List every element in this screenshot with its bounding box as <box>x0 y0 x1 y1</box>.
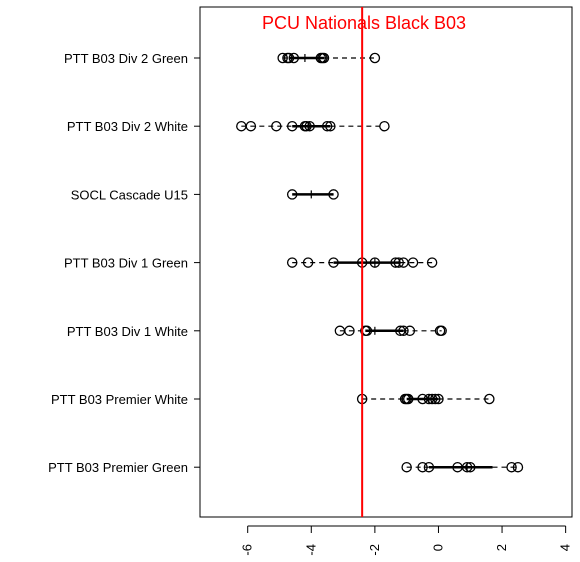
data-point <box>433 393 444 405</box>
data-point <box>423 461 435 473</box>
data-point <box>328 257 339 268</box>
data-point <box>328 189 339 200</box>
data-point <box>407 257 419 268</box>
data-point <box>283 52 295 64</box>
category-labels: PTT B03 Div 2 Green PTT B03 Div 2 White SO… <box>48 51 200 475</box>
data-point <box>484 393 495 405</box>
data-point <box>302 257 314 268</box>
box-group <box>334 325 447 337</box>
box-group <box>401 461 524 473</box>
category-label: PTT B03 Div 1 Green <box>64 256 188 271</box>
category-label: PTT B03 Div 2 White <box>67 119 188 134</box>
x-tick-label: -2 <box>367 544 382 556</box>
x-tick-label: 2 <box>494 544 509 551</box>
data-point <box>344 325 355 337</box>
data-point <box>286 257 298 268</box>
data-point <box>461 461 473 473</box>
x-tick-label: -4 <box>303 544 318 556</box>
data-point <box>321 120 333 132</box>
data-point <box>390 257 401 268</box>
data-point <box>398 325 409 337</box>
data-point <box>379 120 390 132</box>
category-label: PTT B03 Premier White <box>51 392 188 407</box>
x-axis: -6 -4 -2 0 2 4 <box>240 525 573 556</box>
data-point <box>393 257 404 268</box>
data-point <box>325 120 336 132</box>
data-point <box>436 325 447 337</box>
category-label: PTT B03 Div 1 White <box>67 324 188 339</box>
data-point <box>426 257 438 268</box>
x-tick-label: -6 <box>240 544 255 556</box>
category-label: SOCL Cascade U15 <box>71 187 188 202</box>
data-point <box>286 189 298 200</box>
box-group <box>236 120 390 132</box>
data-point <box>506 461 517 473</box>
data-point <box>430 393 441 405</box>
data-point <box>465 461 476 473</box>
data-point <box>286 120 298 132</box>
data-point <box>304 120 315 132</box>
data-point <box>288 52 300 64</box>
category-label: PTT B03 Premier Green <box>48 460 188 475</box>
data-point <box>369 257 381 268</box>
chart-title: PCU Nationals Black B03 <box>262 13 466 33</box>
data-point <box>301 120 312 132</box>
box-group <box>277 52 381 64</box>
data-point <box>245 120 257 132</box>
data-point <box>403 393 414 405</box>
data-point <box>512 461 524 473</box>
data-point <box>417 461 428 473</box>
box-group <box>286 189 339 200</box>
data-point <box>426 393 438 405</box>
plot-frame <box>199 6 573 518</box>
data-point <box>401 461 412 473</box>
data-point <box>277 52 288 64</box>
data-layer <box>236 52 524 473</box>
data-point <box>318 52 330 64</box>
data-point <box>404 325 416 337</box>
x-tick-label: 4 <box>558 544 573 551</box>
category-label: PTT B03 Div 2 Green <box>64 51 188 66</box>
box-group <box>356 393 495 405</box>
data-point <box>271 120 282 132</box>
x-tick-label: 0 <box>430 544 445 551</box>
box-group <box>286 257 438 268</box>
data-point <box>369 52 381 64</box>
